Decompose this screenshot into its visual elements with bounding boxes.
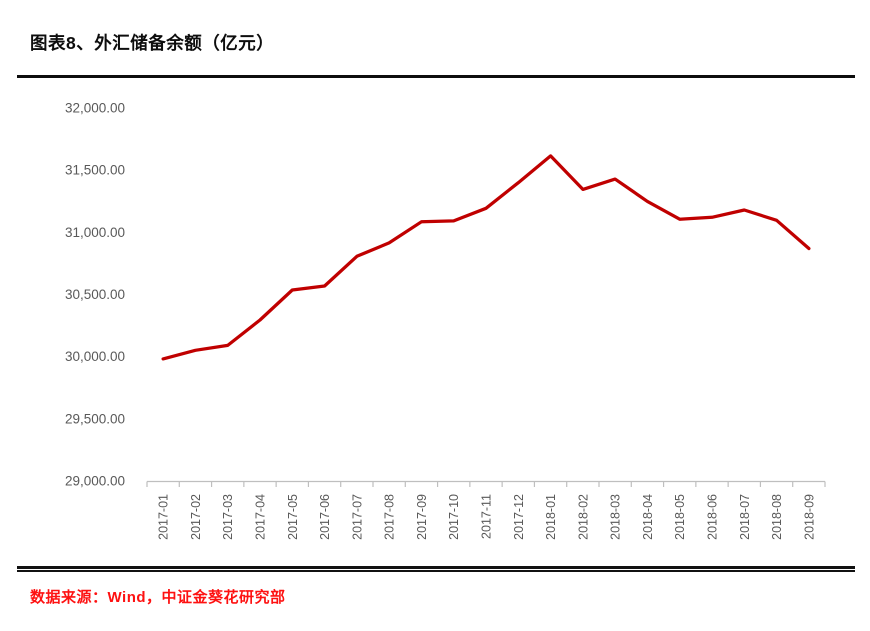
y-axis-tick-label: 30,000.00 xyxy=(65,349,125,364)
x-axis-tick-label: 2018-03 xyxy=(609,494,623,540)
x-axis-tick-label: 2017-08 xyxy=(383,494,397,540)
x-axis-tick-label: 2017-12 xyxy=(512,494,526,540)
y-axis-tick-label: 30,500.00 xyxy=(65,287,125,302)
x-axis-tick-label: 2017-03 xyxy=(221,494,235,540)
x-axis-tick-label: 2017-11 xyxy=(480,494,494,539)
y-axis-tick-label: 32,000.00 xyxy=(65,101,125,116)
title-divider-rule xyxy=(17,75,855,78)
x-axis-tick-label: 2017-05 xyxy=(286,494,300,540)
y-axis-tick-label: 31,500.00 xyxy=(65,163,125,178)
x-axis-tick-label: 2018-09 xyxy=(802,494,816,540)
x-axis-tick-label: 2018-05 xyxy=(673,494,687,540)
chart-bottom-double-rule xyxy=(17,566,855,572)
x-axis-tick-label: 2017-04 xyxy=(254,494,268,540)
x-axis-tick-label: 2018-02 xyxy=(576,494,590,540)
data-source-caption: 数据来源：Wind，中证金葵花研究部 xyxy=(30,589,286,606)
x-axis-tick-label: 2018-07 xyxy=(738,494,752,540)
x-axis-tick-label: 2018-06 xyxy=(706,494,720,540)
y-axis-tick-label: 29,500.00 xyxy=(65,411,125,426)
x-axis-tick-label: 2018-01 xyxy=(544,494,558,540)
x-axis-tick-label: 2018-08 xyxy=(770,494,784,540)
x-axis-tick-label: 2017-07 xyxy=(350,494,364,540)
x-axis-tick-label: 2018-04 xyxy=(641,494,655,540)
x-axis-tick-label: 2017-02 xyxy=(189,494,203,540)
x-axis-tick-label: 2017-06 xyxy=(318,494,332,540)
fx-reserves-series-line xyxy=(161,154,811,361)
x-axis-tick-label: 2017-09 xyxy=(415,494,429,540)
x-axis-tick-label: 2017-10 xyxy=(447,494,461,540)
x-axis-tick-label: 2017-01 xyxy=(157,494,171,540)
y-axis-tick-label: 29,000.00 xyxy=(65,474,125,489)
y-axis-tick-label: 31,000.00 xyxy=(65,225,125,240)
figure-title: 图表8、外汇储备余额（亿元） xyxy=(30,33,275,53)
